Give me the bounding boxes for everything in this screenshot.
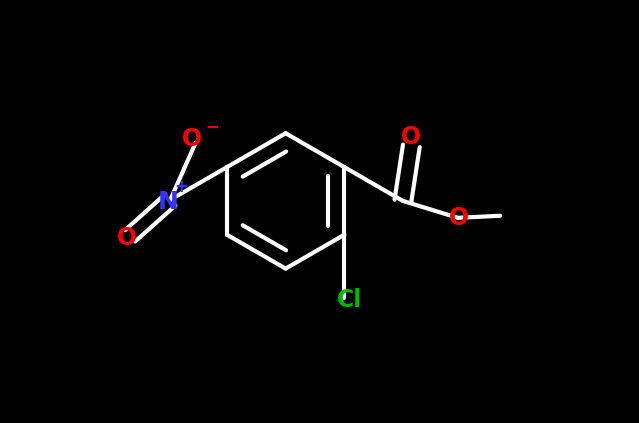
Text: O: O: [449, 206, 469, 230]
Text: O: O: [401, 125, 421, 148]
Text: N: N: [158, 190, 178, 214]
Text: O: O: [117, 226, 137, 250]
Text: −: −: [206, 117, 220, 135]
Text: +: +: [174, 178, 189, 196]
Text: Cl: Cl: [337, 288, 362, 312]
Text: O: O: [182, 126, 203, 151]
